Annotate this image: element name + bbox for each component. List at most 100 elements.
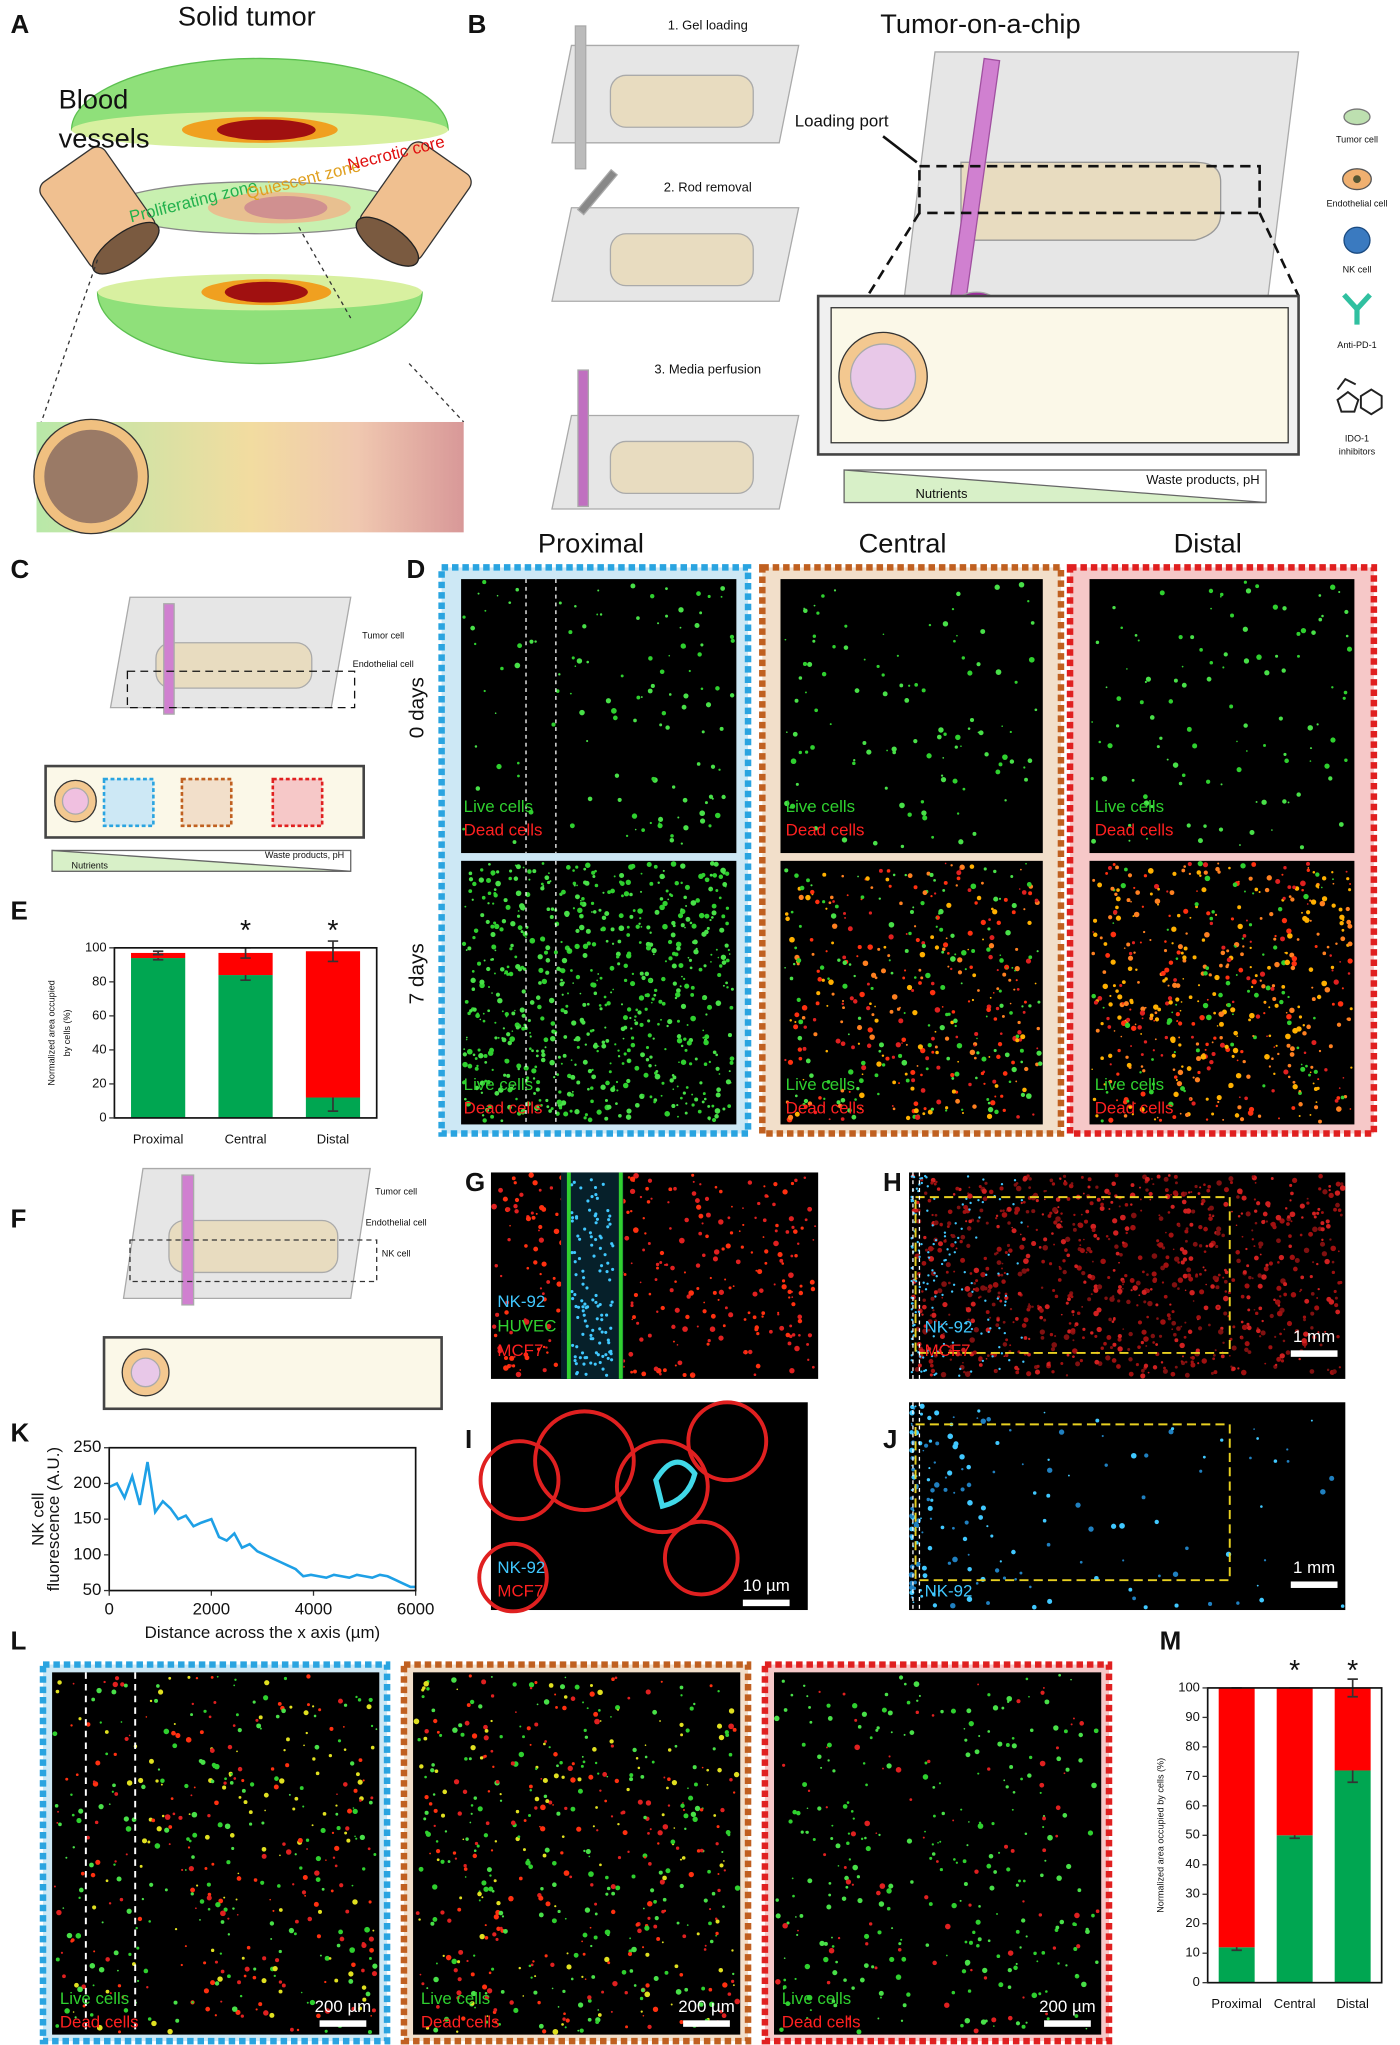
cell-dot [731, 1949, 734, 1952]
cell-dot [1149, 715, 1155, 720]
cell-dot [561, 993, 564, 996]
cell-dot [668, 654, 671, 657]
cell-dot [466, 1048, 473, 1055]
cell-dot [1059, 1177, 1062, 1180]
cell-dot [966, 1464, 971, 1470]
cell-dot [528, 809, 534, 815]
cell-dot [899, 1006, 901, 1009]
cell-dot [678, 963, 684, 969]
cell-dot [1242, 945, 1245, 948]
cell-dot [558, 673, 561, 676]
cell-dot [681, 975, 683, 978]
cell-dot [546, 1351, 549, 1354]
cell-dot [960, 1353, 963, 1357]
cell-dot [1167, 984, 1170, 987]
cell-dot [652, 953, 655, 956]
cell-dot [586, 930, 589, 933]
cell-dot [960, 745, 962, 747]
cell-dot [701, 1986, 706, 1991]
cell-dot [372, 1963, 378, 1969]
cell-dot [798, 750, 802, 755]
cell-dot [539, 1825, 541, 1828]
cell-dot [710, 764, 716, 769]
cell-dot [530, 1976, 533, 1979]
cell-dot [1126, 668, 1128, 670]
cell-dot [211, 1862, 215, 1866]
cell-dot [1151, 1253, 1158, 1259]
cell-dot [1041, 1259, 1045, 1264]
cell-dot [361, 1968, 365, 1973]
cell-dot [161, 1814, 165, 1818]
cell-dot [540, 882, 544, 886]
cell-dot [72, 1846, 75, 1849]
cell-dot [1182, 978, 1185, 980]
cell-dot [1021, 1463, 1024, 1466]
cell-dot [78, 1808, 84, 1814]
cell-dot [1244, 1341, 1250, 1347]
cell-dot [986, 1601, 990, 1605]
cell-dot [180, 1963, 183, 1967]
cell-dot [549, 914, 554, 919]
cell-dot [866, 749, 872, 755]
cell-dot [1032, 1491, 1037, 1495]
cell-dot [484, 2020, 489, 2024]
cell-dot [1181, 1199, 1187, 1205]
cell-dot [1103, 1341, 1107, 1346]
cell-dot [633, 718, 637, 723]
cell-dot [500, 1085, 503, 1088]
cell-dot [309, 1999, 316, 2006]
cell-dot [835, 1960, 838, 1964]
cell-dot [659, 904, 665, 911]
cell-dot [137, 1916, 143, 1922]
cell-dot [653, 988, 658, 993]
cell-dot [1004, 1052, 1010, 1058]
cell-dot [538, 967, 544, 973]
cell-dot [794, 1254, 798, 1258]
cell-dot [1128, 1104, 1133, 1109]
cell-dot [515, 864, 521, 870]
cell-dot [790, 1254, 794, 1258]
cell-dot [851, 1045, 855, 1050]
cell-dot [1146, 1315, 1149, 1319]
cell-dot [1013, 1179, 1017, 1182]
cell-dot [1286, 1460, 1290, 1463]
cell-dot [762, 1218, 767, 1223]
cell-dot [828, 1893, 832, 1897]
cell-dot [842, 1692, 846, 1696]
cell-dot [1043, 1318, 1047, 1322]
cell-dot [995, 1214, 999, 1218]
cell-dot [911, 1199, 915, 1203]
cell-dot [1342, 1076, 1345, 1079]
cell-dot [1131, 941, 1136, 945]
cell-dot [683, 895, 687, 900]
cell-dot [604, 1956, 610, 1963]
cell-dot [692, 1816, 698, 1822]
cell-dot [634, 1015, 637, 1018]
cell-dot [900, 844, 905, 849]
cell-dot [72, 2011, 75, 2013]
cell-dot [457, 1977, 462, 1982]
cell-dot [955, 1247, 958, 1250]
cell-dot [720, 595, 723, 598]
cell-dot [1180, 1086, 1185, 1092]
cell-dot [419, 1973, 422, 1976]
cell-dot [826, 1703, 831, 1708]
cell-dot [689, 1706, 694, 1711]
cell-dot [957, 970, 963, 975]
cell-dot [1143, 874, 1148, 878]
cell-dot [929, 872, 934, 877]
cell-dot [1346, 646, 1353, 652]
cell-dot [661, 711, 667, 716]
cell-dot [791, 1296, 794, 1298]
cell-dot [667, 1804, 671, 1807]
cell-dot [1171, 926, 1177, 932]
cell-dot [1265, 985, 1271, 991]
cell-dot [625, 1114, 632, 1120]
cell-dot [1208, 1323, 1211, 1327]
cell-dot [1019, 1233, 1022, 1236]
cell-dot [1036, 1026, 1040, 1031]
cell-dot [1185, 1546, 1189, 1551]
cell-dot [1166, 890, 1169, 893]
cell-dot [1163, 949, 1168, 953]
cell-dot [717, 1298, 720, 1301]
